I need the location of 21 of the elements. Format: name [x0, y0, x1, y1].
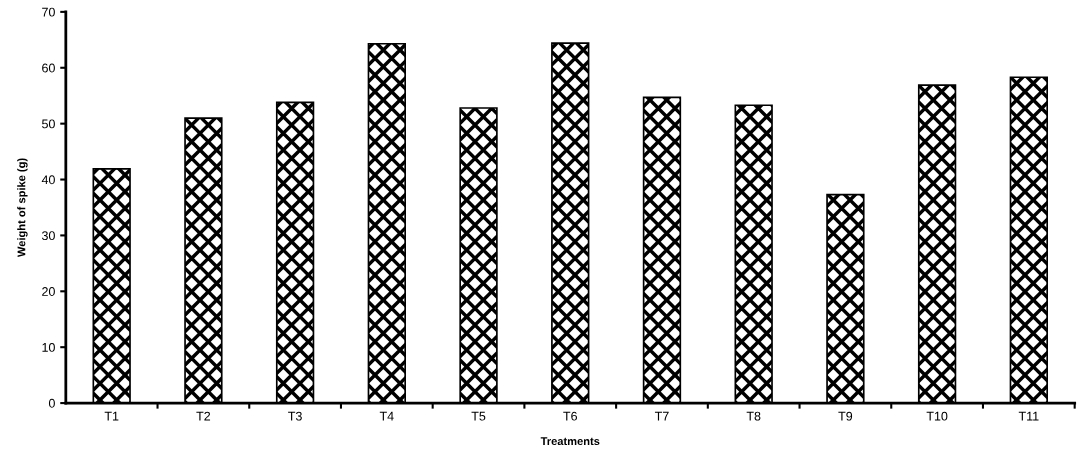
- x-tick-label: T3: [288, 411, 302, 421]
- y-tick-label: 40: [41, 175, 55, 185]
- y-tick-label: 0: [48, 398, 55, 408]
- x-tick-label: T6: [563, 411, 577, 421]
- x-axis-title: Treatments: [540, 437, 600, 446]
- x-tick-label: T7: [654, 411, 669, 421]
- x-tick-label: T11: [1018, 411, 1039, 421]
- y-tick-label: 50: [42, 119, 55, 129]
- y-tick-label: 20: [42, 287, 55, 296]
- x-tick-label: T1: [104, 411, 119, 421]
- y-tick-label: 30: [41, 231, 55, 241]
- x-tick-label: T2: [196, 411, 211, 421]
- y-tick-label: 60: [42, 63, 55, 73]
- x-tick-label: T10: [926, 411, 948, 421]
- y-tick-label: 70: [42, 7, 55, 17]
- x-tick-label: T4: [379, 411, 394, 421]
- y-tick-label: 10: [42, 342, 55, 352]
- x-tick-label: T5: [471, 411, 486, 421]
- y-axis-title: Weight of spike (g): [17, 158, 28, 258]
- x-tick-label: T8: [746, 411, 761, 421]
- x-tick-label: T9: [838, 411, 853, 421]
